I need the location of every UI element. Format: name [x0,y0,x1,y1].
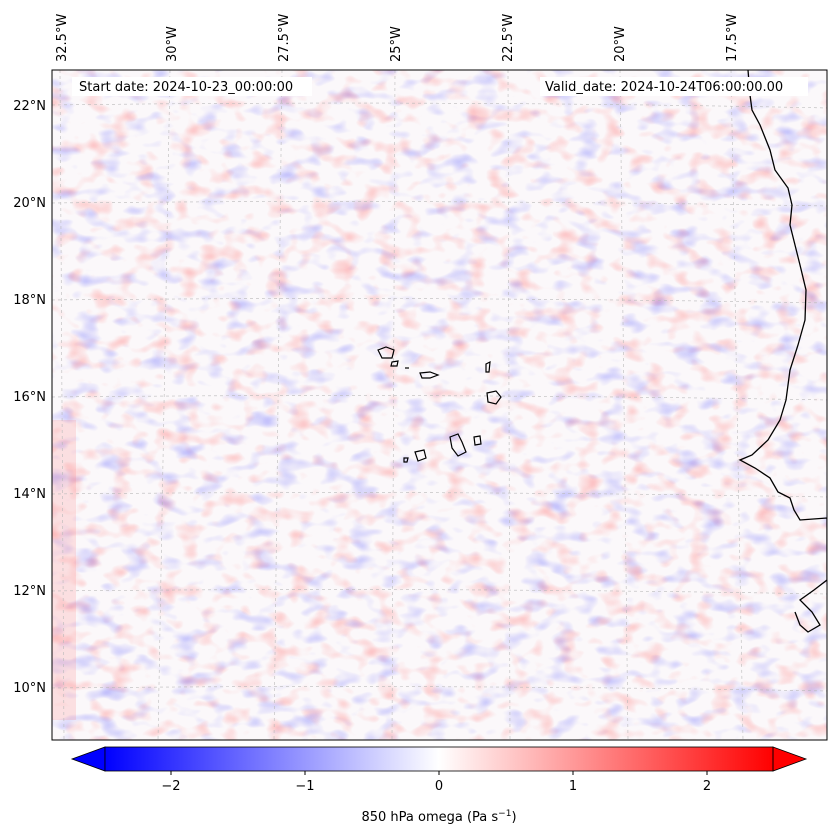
valid-date-text: Valid_date: 2024-10-24T06:00:00.00 [545,80,783,95]
colorbar-tick: 0 [435,779,443,794]
lon-label: 30°W [165,26,180,62]
colorbar-tick: −2 [161,779,180,794]
lat-label: 18°N [13,293,46,308]
colorbar-tick: −1 [295,779,314,794]
lon-label: 25°W [389,26,404,62]
lat-label: 20°N [13,196,46,211]
colorbar-label: 850 hPa omega (Pa s−1) [361,809,516,825]
lon-label: 22.5°W [501,14,516,62]
omega-field [52,70,827,740]
map-frame [51,69,828,741]
lat-label: 14°N [13,487,46,502]
lon-label: 17.5°W [725,14,740,62]
colorbar: −2 −1 0 1 2 850 hPa omega (Pa s−1) [70,746,808,825]
start-date-box [72,77,312,96]
start-date-text: Start date: 2024-10-23_00:00:00 [79,80,293,95]
longitude-labels: 32.5°W 30°W 27.5°W 25°W 22.5°W 20°W 17.5… [55,14,740,62]
lon-label: 20°W [613,26,628,62]
colorbar-tick: 2 [703,779,711,794]
lat-label: 10°N [13,681,46,696]
lon-label: 27.5°W [277,14,292,62]
colorbar-min-arrow [70,746,106,772]
cape-verde-islands [377,346,502,463]
lat-label: 22°N [13,99,46,114]
colorbar-max-arrow [772,746,808,772]
valid-date-box [540,77,808,96]
graticule [52,70,827,740]
africa-coastline [738,70,827,633]
lat-label: 12°N [13,584,46,599]
lat-label: 16°N [13,390,46,405]
lon-label: 32.5°W [55,14,70,62]
colorbar-tick: 1 [569,779,577,794]
colorbar-gradient [105,747,773,771]
latitude-labels: 22°N 20°N 18°N 16°N 14°N 12°N 10°N [13,99,46,696]
